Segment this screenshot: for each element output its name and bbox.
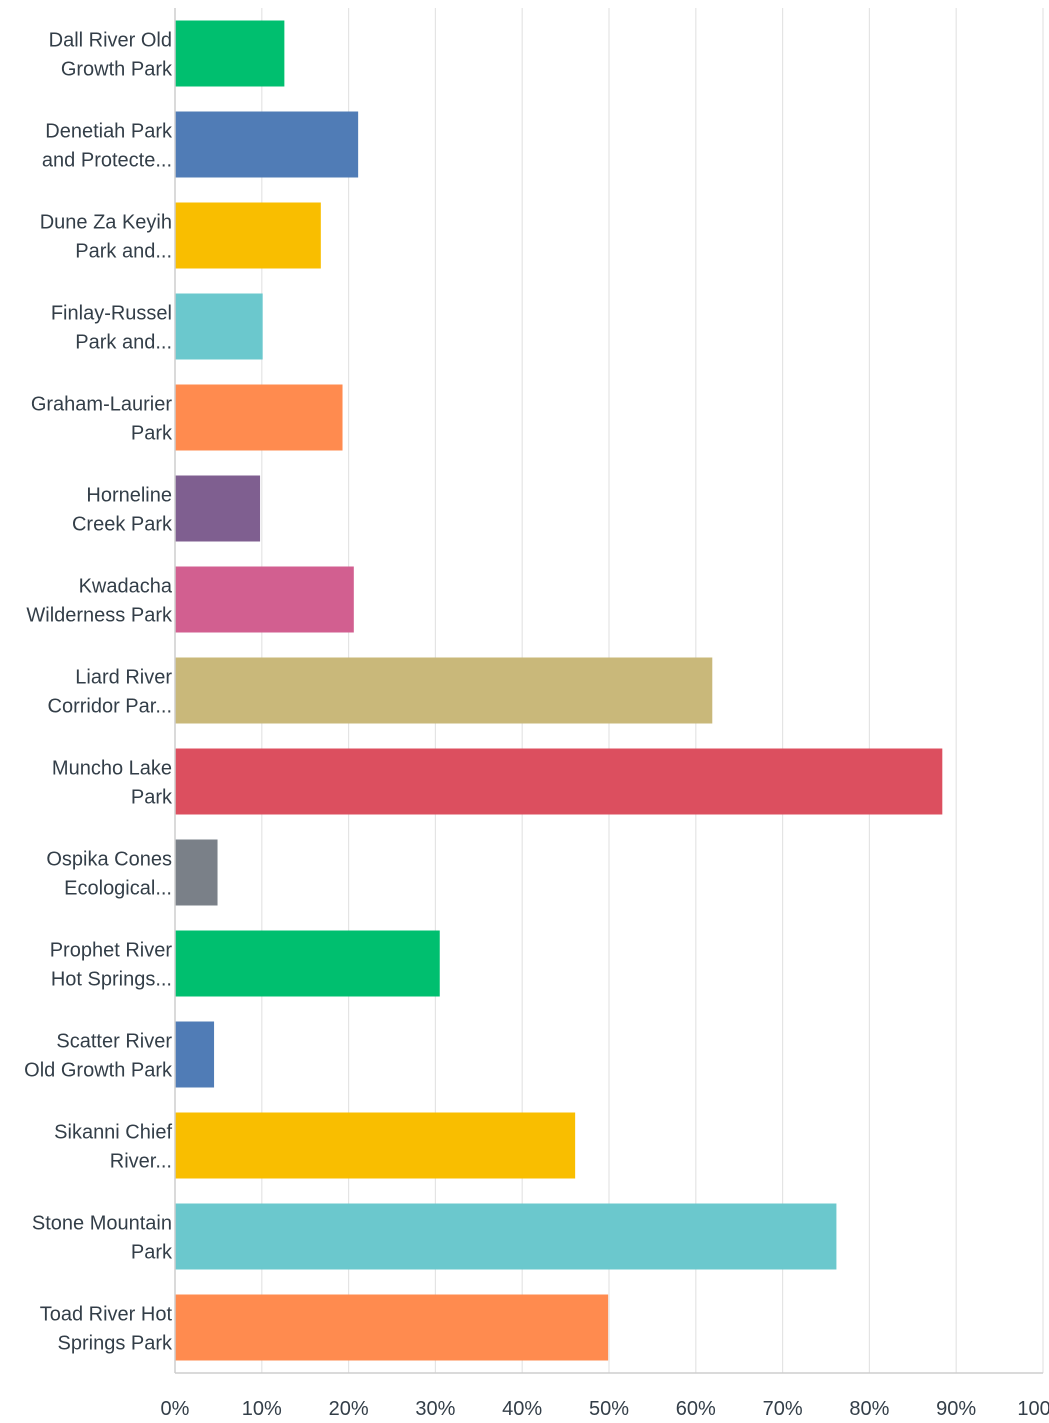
category-label-line: Toad River Hot xyxy=(40,1304,173,1326)
category-label-line: Creek Park xyxy=(72,514,173,536)
bar xyxy=(175,839,218,906)
bar xyxy=(175,475,261,542)
x-tick-label: 90% xyxy=(936,1398,976,1418)
x-tick-label: 10% xyxy=(242,1398,282,1418)
bar xyxy=(175,566,354,633)
x-tick-label: 80% xyxy=(849,1398,889,1418)
category-label-line: and Protecte... xyxy=(42,150,172,172)
bar xyxy=(175,384,343,451)
category-label: Finlay-Russel Park and... xyxy=(51,303,172,354)
x-tick-label: 40% xyxy=(502,1398,542,1418)
x-tick-label: 50% xyxy=(589,1398,629,1418)
category-label-line: Hot Springs... xyxy=(51,969,172,991)
category-label-line: Wilderness Park xyxy=(26,605,173,627)
category-label: Sikanni Chief River... xyxy=(54,1122,172,1173)
category-label-line: Liard River xyxy=(75,667,172,689)
category-label-line: Prophet River xyxy=(50,940,173,962)
bar xyxy=(175,657,713,724)
tick-label-layer: 0% 10% 20% 30% 40% 50% 60% 70% 80% 90% 100% xyxy=(161,1398,1049,1420)
category-label-line: Finlay-Russel xyxy=(51,303,172,325)
bar xyxy=(175,1112,576,1179)
x-tick-label: 70% xyxy=(763,1398,803,1418)
category-label-line: Stone Mountain xyxy=(32,1213,172,1235)
bar xyxy=(175,1203,837,1270)
category-label-layer: Dall River Old Growth Park Denetiah Park an… xyxy=(24,30,173,1355)
category-label-line: Sikanni Chief xyxy=(54,1122,172,1144)
bar xyxy=(175,1021,215,1088)
category-label: Prophet River Hot Springs... xyxy=(50,940,173,991)
bar xyxy=(175,748,943,815)
category-label: Kwadacha Wilderness Park xyxy=(26,576,173,627)
bar xyxy=(175,111,359,178)
category-label: Dall River Old Growth Park xyxy=(49,30,173,81)
bar xyxy=(175,930,440,997)
category-label-line: Muncho Lake xyxy=(52,758,172,780)
category-label-line: Park and... xyxy=(75,332,172,354)
category-label: Toad River Hot Springs Park xyxy=(40,1304,173,1355)
category-label: Dune Za Keyih Park and... xyxy=(40,212,172,263)
category-label: Horneline Creek Park xyxy=(72,485,173,536)
category-label: Stone Mountain Park xyxy=(32,1213,173,1264)
category-label-line: Ecological... xyxy=(64,878,172,900)
x-tick-label: 100% xyxy=(1017,1398,1049,1418)
x-tick-label: 20% xyxy=(329,1398,369,1418)
category-label-line: Growth Park xyxy=(61,59,173,81)
category-label-line: Kwadacha xyxy=(79,576,173,598)
category-label: Denetiah Park and Protecte... xyxy=(42,121,173,172)
category-label: Muncho Lake Park xyxy=(52,758,173,809)
category-label-line: Corridor Par... xyxy=(48,696,172,718)
category-label-line: Old Growth Park xyxy=(24,1060,173,1082)
category-label-line: Park and... xyxy=(75,241,172,263)
category-label-line: Springs Park xyxy=(58,1333,173,1355)
bar xyxy=(175,202,321,269)
category-label-line: Denetiah Park xyxy=(45,121,173,143)
bar xyxy=(175,293,263,360)
category-label: Liard River Corridor Par... xyxy=(48,667,173,718)
x-tick-label: 0% xyxy=(161,1398,190,1418)
axis-layer xyxy=(174,8,1043,1374)
category-label-line: Park xyxy=(131,787,173,809)
category-label: Graham-Laurier Park xyxy=(31,394,173,445)
category-label: Scatter River Old Growth Park xyxy=(24,1031,173,1082)
bar xyxy=(175,1294,609,1361)
category-label-line: Horneline xyxy=(86,485,172,507)
x-tick-label: 60% xyxy=(676,1398,716,1418)
x-tick-label: 30% xyxy=(415,1398,455,1418)
category-label-line: Ospika Cones xyxy=(46,849,172,871)
category-label-line: Park xyxy=(131,1242,173,1264)
category-label-line: Dune Za Keyih xyxy=(40,212,172,234)
category-label-line: Park xyxy=(131,423,173,445)
category-label: Ospika Cones Ecological... xyxy=(46,849,172,900)
category-label-line: Graham-Laurier xyxy=(31,394,173,416)
category-label-line: Scatter River xyxy=(56,1031,172,1053)
category-label-line: Dall River Old xyxy=(49,30,172,52)
category-label-line: River... xyxy=(110,1151,172,1173)
bar-layer xyxy=(175,20,943,1361)
bar xyxy=(175,20,285,87)
